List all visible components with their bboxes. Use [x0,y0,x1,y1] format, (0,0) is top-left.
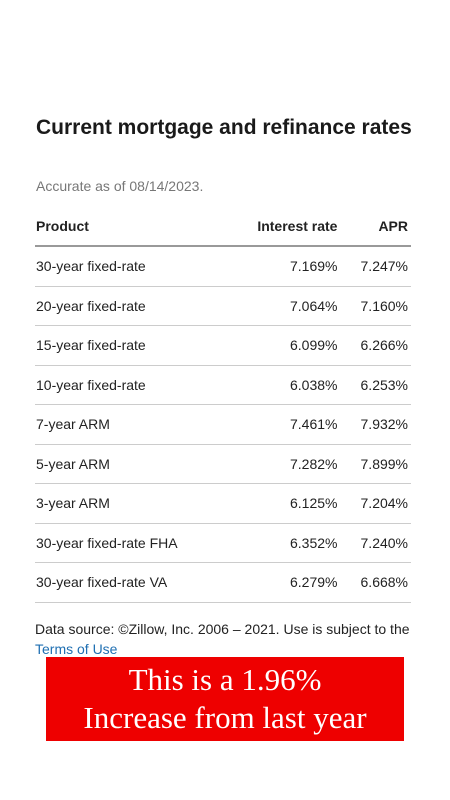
table-cell: 6.038% [226,365,341,405]
table-cell: 6.266% [340,325,411,366]
table-row: 30-year fixed-rate FHA 6.352% 7.240% [35,523,411,563]
subtitle: Accurate as of 08/14/2023. [36,178,204,194]
table-row: 5-year ARM 7.282% 7.899% [35,444,411,484]
table-cell: 20-year fixed-rate [35,286,227,326]
table-cell: 7.204% [340,483,411,524]
table-cell: 10-year fixed-rate [35,365,227,405]
table-cell: 7.899% [340,444,411,484]
table-cell: 7.247% [340,246,411,287]
table-cell: 7.160% [340,286,411,326]
table-row: 20-year fixed-rate 7.064% 7.160% [35,286,411,326]
table-cell: 30-year fixed-rate FHA [35,523,227,563]
table-cell: 3-year ARM [35,483,227,524]
table-cell: 5-year ARM [35,444,227,484]
table-cell: 6.352% [226,523,341,563]
table-row: 10-year fixed-rate 6.038% 6.253% [35,365,411,405]
table-row: 30-year fixed-rate 7.169% 7.247% [35,246,411,287]
footer-text: Data source: ©Zillow, Inc. 2006 – 2021. … [35,621,410,637]
table-cell: 7.240% [340,523,411,563]
terms-link[interactable]: Terms of Use [35,641,118,657]
table-cell: 7.169% [226,246,341,287]
table-cell: 30-year fixed-rate [35,246,227,287]
table-cell: 7.064% [226,286,341,326]
header-row: Product Interest rate APR [35,206,411,247]
banner: This is a 1.96% Increase from last year [46,657,404,741]
column-header: APR [340,206,411,247]
table-row: 15-year fixed-rate 6.099% 6.266% [35,325,411,366]
table-cell: 6.125% [226,483,341,524]
title: Current mortgage and refinance rates [36,116,412,139]
table-cell: 6.253% [340,365,411,405]
table-cell: 7-year ARM [35,404,227,445]
rates-table: Product Interest rate APR 30-year fixed-ra… [35,206,411,603]
table-cell: 7.461% [226,404,341,445]
table-cell: 7.282% [226,444,341,484]
table-row: 30-year fixed-rate VA 6.279% 6.668% [35,562,411,603]
table-cell: 30-year fixed-rate VA [35,562,227,603]
banner-line: Increase from last year [83,700,367,735]
footer: Data source: ©Zillow, Inc. 2006 – 2021. … [35,619,415,659]
table-row: 7-year ARM 7.461% 7.932% [35,404,411,445]
table-row: 3-year ARM 6.125% 7.204% [35,483,411,524]
table-cell: 6.279% [226,562,341,603]
table-cell: 6.668% [340,562,411,603]
banner-line: This is a 1.96% [128,662,322,697]
table-cell: 15-year fixed-rate [35,325,227,366]
table-cell: 7.932% [340,404,411,445]
table-cell: 6.099% [226,325,341,366]
column-header: Interest rate [226,206,341,247]
column-header: Product [35,206,227,247]
